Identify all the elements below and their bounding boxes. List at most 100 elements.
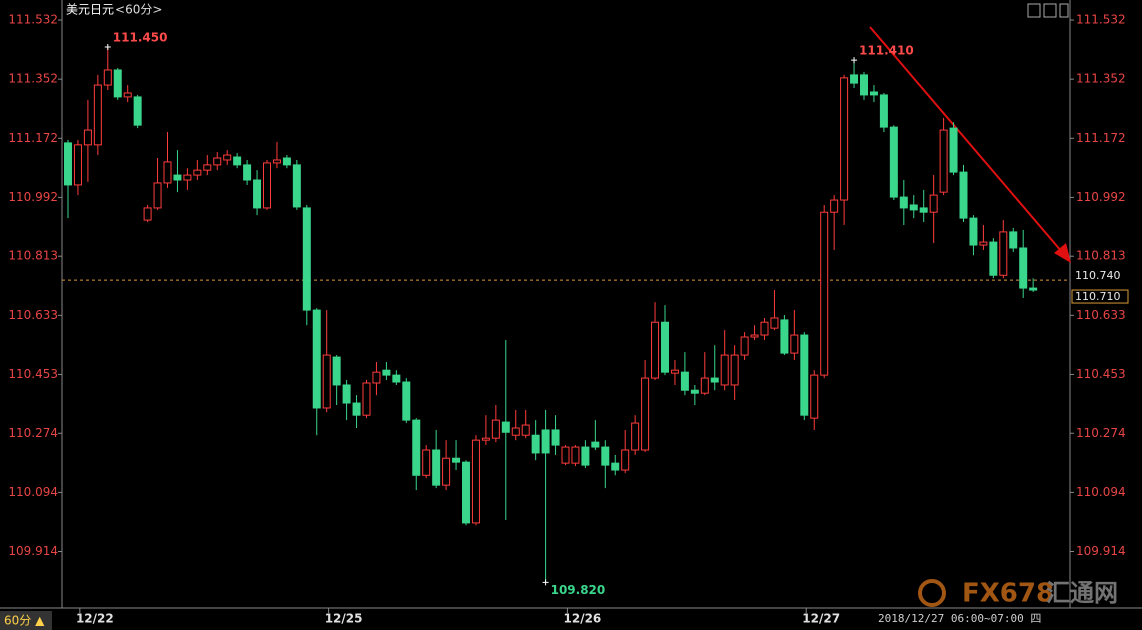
candle-body: [272, 159, 281, 164]
candle-body: [183, 174, 192, 181]
candle-body: [700, 377, 709, 394]
candle-body: [213, 157, 222, 166]
candle-body: [203, 164, 212, 171]
candle-body: [243, 164, 252, 181]
y-tick-label: 110.274: [8, 426, 58, 440]
trend-line: [869, 26, 1063, 253]
period-label: 60分 ▲: [4, 614, 45, 628]
candle-body: [1029, 287, 1038, 291]
candle-body: [810, 374, 819, 419]
y2-tick-label: 111.172: [1076, 131, 1126, 145]
candle-body: [1019, 247, 1028, 289]
candle-body: [253, 179, 262, 209]
candle-body: [879, 94, 888, 128]
price-line-label: 110.740: [1075, 269, 1121, 282]
candle-body: [282, 157, 291, 166]
candle-body: [412, 419, 421, 476]
candle-body: [462, 461, 470, 524]
candle-body: [501, 421, 510, 433]
candle-body: [163, 161, 172, 184]
candle-body: [601, 446, 610, 466]
chart-subtitle: <60分>: [115, 3, 162, 17]
candle-body: [352, 402, 361, 416]
tool-button[interactable]: [1027, 3, 1041, 18]
candle-body: [481, 437, 490, 441]
y2-tick-label: 110.094: [1076, 485, 1126, 499]
candle-body: [919, 207, 928, 213]
x-tick-label: 12/27: [802, 612, 840, 626]
candle-body: [263, 162, 271, 209]
y2-tick-label: 110.633: [1076, 308, 1126, 322]
watermark-brand: FX678: [962, 579, 1054, 609]
candle-body: [342, 384, 351, 404]
candle-body: [770, 317, 779, 329]
candle-body: [292, 164, 301, 208]
price-box-label: 110.710: [1075, 290, 1121, 303]
candle-body: [73, 144, 82, 186]
candle-body: [939, 129, 948, 193]
candle-body: [621, 449, 630, 471]
candle-body: [929, 194, 938, 213]
candle-body: [899, 196, 908, 209]
x-tick-label: 12/26: [564, 612, 602, 626]
y2-tick-label: 109.914: [1076, 544, 1126, 558]
y-tick-label: 110.094: [8, 485, 58, 499]
y-tick-label: 111.172: [8, 131, 58, 145]
watermark-name: 汇通网: [1046, 579, 1118, 607]
extreme-marker: [851, 57, 858, 64]
candle-body: [64, 142, 72, 186]
y-tick-label: 110.992: [8, 190, 58, 204]
logo: [918, 579, 946, 607]
candle-body: [720, 354, 729, 386]
candle-body: [800, 334, 809, 416]
candle-body: [442, 457, 451, 486]
candle-body: [909, 204, 918, 211]
tool-button[interactable]: [1043, 3, 1057, 18]
candle-body: [521, 424, 530, 436]
candle-body: [372, 371, 381, 384]
candle-body: [133, 96, 142, 126]
candle-body: [750, 334, 759, 338]
candle-body: [651, 321, 660, 379]
candle-body: [631, 422, 640, 451]
candle-body: [551, 429, 560, 446]
y2-tick-label: 111.352: [1076, 72, 1126, 86]
tool-button[interactable]: [1059, 3, 1069, 18]
y-tick-label: 111.352: [8, 72, 58, 86]
extreme-label: 109.820: [551, 583, 606, 597]
candle-body: [641, 377, 650, 451]
candle-body: [949, 127, 958, 173]
arrow-head: [1054, 243, 1071, 263]
candle-body: [561, 446, 570, 464]
chart-title: 美元日元: [66, 3, 114, 17]
candle-body: [959, 171, 968, 219]
candle-body: [541, 429, 550, 454]
y2-tick-label: 110.274: [1076, 426, 1126, 440]
period-box[interactable]: [0, 611, 52, 630]
y2-tick-label: 110.992: [1076, 190, 1126, 204]
candle-body: [860, 74, 868, 96]
x-tick-label: 12/25: [325, 612, 363, 626]
candle-body: [491, 419, 500, 439]
candle-body: [680, 371, 689, 391]
toolbar: [1027, 3, 1069, 18]
candle-body: [123, 92, 132, 98]
candle-body: [511, 427, 520, 436]
candle-body: [312, 309, 321, 409]
candle-body: [223, 154, 232, 161]
candle-body: [840, 77, 849, 201]
candle-body: [173, 174, 182, 181]
y-tick-label: 111.532: [8, 13, 58, 27]
y2-tick-label: 111.532: [1076, 13, 1126, 27]
candle-body: [322, 354, 331, 409]
candle-body: [83, 129, 92, 146]
candle-body: [471, 439, 480, 524]
candle-body: [113, 69, 122, 98]
candle-body: [362, 382, 371, 416]
y-tick-label: 109.914: [8, 544, 58, 558]
candle-body: [830, 199, 839, 213]
candle-body: [571, 446, 580, 464]
extreme-label: 111.410: [859, 44, 914, 58]
trend-arrow: [869, 26, 1071, 263]
